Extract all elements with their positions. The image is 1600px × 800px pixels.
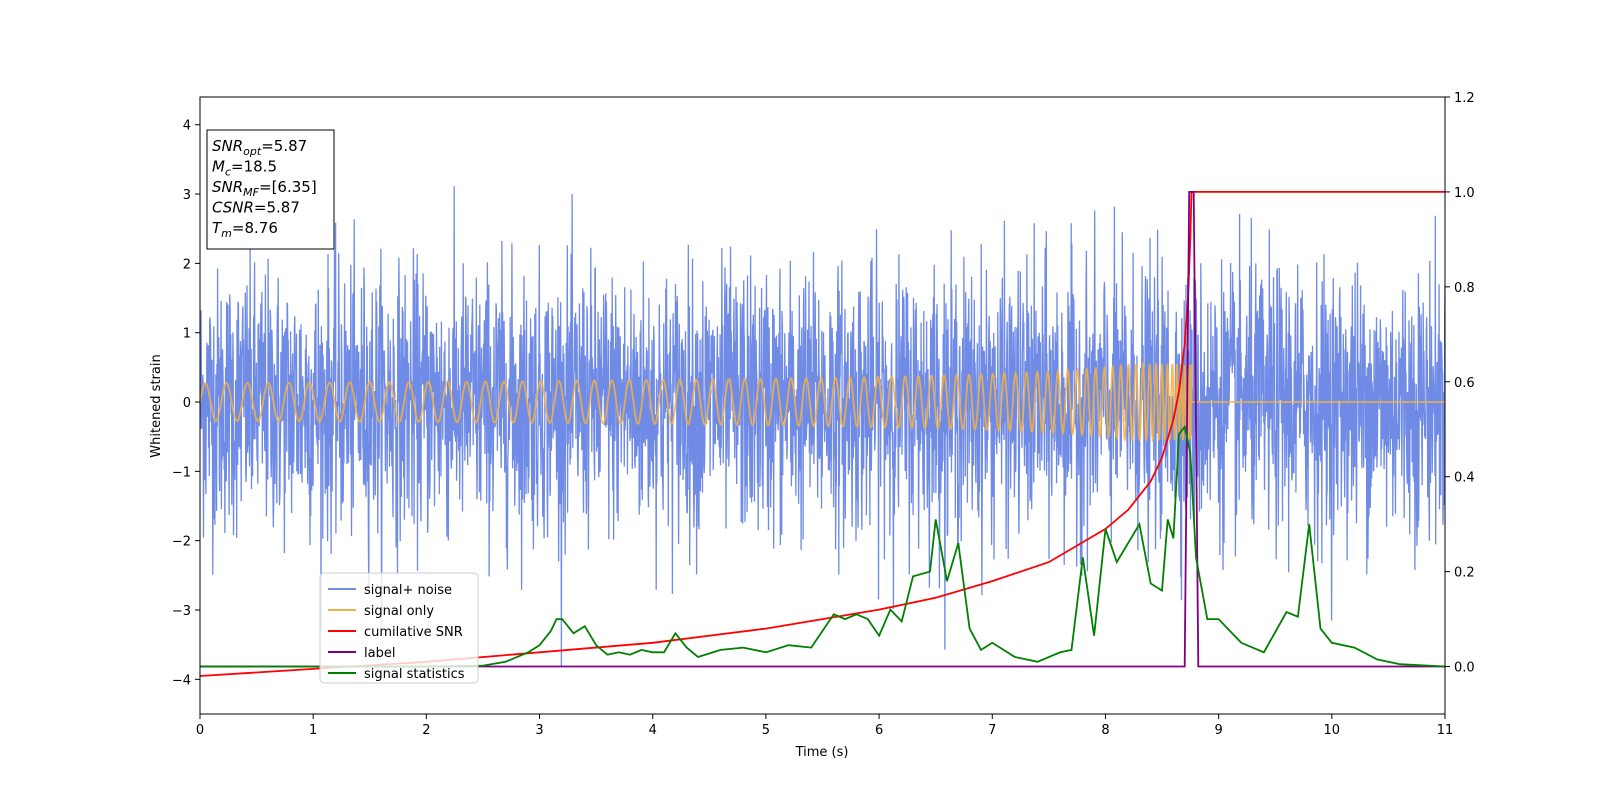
series-line-signal-noise <box>200 186 1445 667</box>
legend: signal+ noise signal only cumilative SNR la… <box>319 572 479 684</box>
y-axis-left-ticks: −4 −3 −2 −1 0 1 2 3 4 <box>172 119 200 688</box>
annotation-value: =5.87 <box>254 199 300 217</box>
y-axis-right-ticks: 0.0 0.2 0.4 0.6 0.8 1.0 1.2 <box>1445 91 1475 676</box>
x-tick-label: 1 <box>309 723 317 738</box>
annotation-line: CSNR=5.87 <box>212 199 300 217</box>
y-left-tick-label: −1 <box>172 465 191 480</box>
annotation-symbol: SNR <box>212 137 243 155</box>
y-left-tick-label: −4 <box>172 673 191 688</box>
plot-area <box>199 96 1446 715</box>
legend-entry-label: label <box>364 646 395 661</box>
y-left-tick-label: −2 <box>172 535 191 550</box>
y-right-tick-label: 0.2 <box>1454 566 1475 581</box>
y-left-tick-label: 3 <box>183 188 191 203</box>
series-line-signal-only <box>200 360 1445 443</box>
x-tick-label: 3 <box>535 723 543 738</box>
x-tick-label: 4 <box>649 723 657 738</box>
annotation-symbol: T <box>212 219 223 237</box>
x-tick-label: 7 <box>988 723 996 738</box>
annotation-symbol: M <box>212 158 225 176</box>
y-right-tick-label: 0.4 <box>1454 471 1475 486</box>
annotation-subscript: m <box>221 227 232 240</box>
y-right-tick-label: 1.2 <box>1454 91 1475 106</box>
annotation-subscript: c <box>225 166 231 179</box>
series-line-signal-statistics <box>200 424 1445 668</box>
y-left-tick-label: 4 <box>183 119 191 134</box>
y-right-tick-label: 0.0 <box>1454 661 1475 676</box>
x-tick-label: 2 <box>422 723 430 738</box>
legend-entry-label: signal only <box>364 604 434 619</box>
y-left-tick-label: 2 <box>183 257 191 272</box>
y-right-tick-label: 1.0 <box>1454 186 1475 201</box>
annotation-subscript: MF <box>243 186 259 199</box>
y-axis-label: Whitened strain <box>149 354 164 457</box>
y-left-tick-label: −3 <box>172 604 191 619</box>
axes-frame <box>199 96 1446 715</box>
series-line-label <box>200 191 1445 668</box>
annotation-line: Tm=8.76 <box>212 219 278 240</box>
legend-frame <box>319 572 479 684</box>
x-tick-label: 10 <box>1324 723 1341 738</box>
annotation-symbol: CSNR <box>212 199 254 217</box>
annotation-value: =8.76 <box>232 219 278 237</box>
annotation-value: =5.87 <box>261 137 307 155</box>
annotation-line: SNRopt=5.87 <box>212 137 307 158</box>
annotation-frame <box>206 129 335 250</box>
y-right-tick-label: 0.6 <box>1454 376 1475 391</box>
x-tick-label: 8 <box>1101 723 1109 738</box>
x-tick-label: 0 <box>196 723 204 738</box>
annotation-subscript: opt <box>243 145 262 158</box>
x-tick-label: 5 <box>762 723 770 738</box>
legend-entry-label: signal statistics <box>364 667 465 682</box>
annotation-symbol: SNR <box>212 178 243 196</box>
x-tick-label: 6 <box>875 723 883 738</box>
x-tick-label: 9 <box>1214 723 1222 738</box>
y-right-tick-label: 0.8 <box>1454 281 1475 296</box>
annotation-line: Mc=18.5 <box>212 158 277 179</box>
x-axis-ticks: 0 1 2 3 4 5 6 7 8 9 10 11 <box>196 714 1453 738</box>
x-axis-label: Time (s) <box>795 745 849 760</box>
parameter-annotation-box: SNRopt=5.87Mc=18.5SNRMF=[6.35]CSNR=5.87T… <box>206 129 335 250</box>
annotation-value: =18.5 <box>231 158 277 176</box>
annotation-line: SNRMF=[6.35] <box>212 178 317 199</box>
y-left-tick-label: 0 <box>183 396 191 411</box>
legend-entry-label: cumilative SNR <box>364 625 463 640</box>
y-left-tick-label: 1 <box>183 327 191 342</box>
x-tick-label: 11 <box>1437 723 1454 738</box>
series-layer <box>200 186 1445 677</box>
annotation-value: =[6.35] <box>259 178 317 196</box>
legend-entry-label: signal+ noise <box>364 583 452 598</box>
